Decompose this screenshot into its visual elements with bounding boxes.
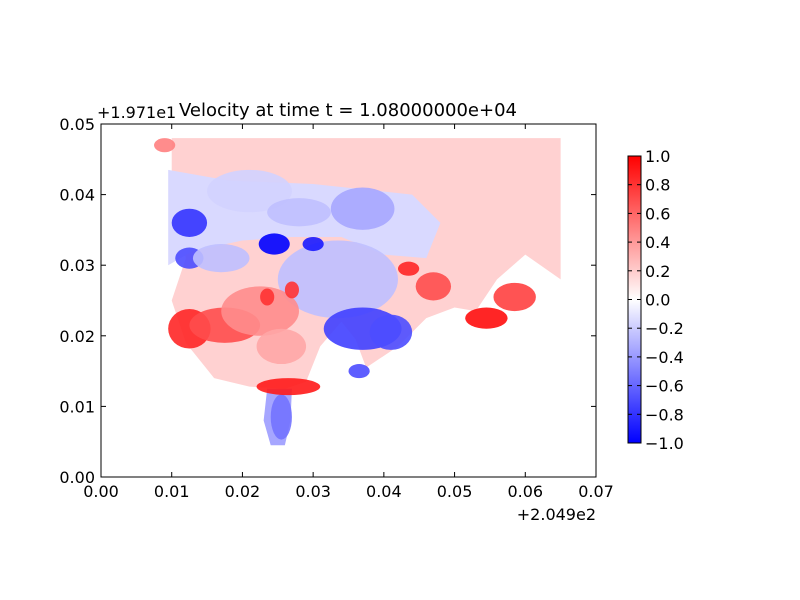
field-blob bbox=[260, 288, 275, 306]
field-blob bbox=[277, 240, 398, 319]
colorbar-tick-label: 0.0 bbox=[645, 291, 670, 310]
field-blob bbox=[493, 282, 536, 312]
y-tick-label: 0.00 bbox=[59, 468, 95, 487]
field-blob bbox=[256, 328, 307, 365]
x-tick-label: 0.02 bbox=[225, 482, 261, 501]
y-offset-label: +1.971e1 bbox=[97, 103, 176, 122]
colorbar-tick-label: −1.0 bbox=[645, 434, 684, 453]
x-tick-label: 0.03 bbox=[295, 482, 331, 501]
y-tick-label: 0.02 bbox=[59, 327, 95, 346]
field-blob bbox=[258, 233, 290, 255]
field-blob bbox=[270, 394, 292, 440]
colorbar-tick-label: 0.2 bbox=[645, 262, 670, 281]
colorbar-tick-label: 0.8 bbox=[645, 176, 670, 195]
field-blob bbox=[398, 261, 420, 276]
colorbar-tick-label: 0.6 bbox=[645, 204, 670, 223]
colorbar-tick-label: 0.4 bbox=[645, 233, 670, 252]
colorbar-tick-label: −0.4 bbox=[645, 348, 684, 367]
colorbar-tick-label: −0.8 bbox=[645, 405, 684, 424]
colorbar-tick-label: −0.2 bbox=[645, 319, 684, 338]
field-blob bbox=[465, 307, 508, 329]
colorbar-tick-label: −0.6 bbox=[645, 377, 684, 396]
field-blob bbox=[221, 286, 299, 336]
colorbar-tick-label: 1.0 bbox=[645, 147, 670, 166]
y-tick-label: 0.01 bbox=[59, 397, 95, 416]
y-tick-label: 0.03 bbox=[59, 256, 95, 275]
y-tick-label: 0.05 bbox=[59, 115, 95, 134]
field-blob bbox=[192, 244, 250, 273]
x-tick-label: 0.07 bbox=[578, 482, 614, 501]
field-blob bbox=[302, 236, 324, 252]
colorbar-ticks: 1.0 0.8 0.6 0.4 0.2 0.0 −0.2 −0.4 −0.6 −0.8 −1.0 bbox=[628, 147, 684, 453]
y-tick-label: 0.04 bbox=[59, 186, 95, 205]
field-blob bbox=[348, 364, 370, 379]
field-blob bbox=[284, 281, 299, 299]
field-blob bbox=[415, 272, 452, 301]
field-blob bbox=[256, 378, 321, 396]
field-blob bbox=[267, 198, 331, 227]
field-blob bbox=[154, 138, 176, 153]
chart-title: Velocity at time t = 1.08000000e+04 bbox=[179, 100, 517, 121]
x-axis: 0.00 0.01 0.02 0.03 0.04 0.05 0.06 0.07 bbox=[83, 124, 614, 501]
y-axis: 0.00 0.01 0.02 0.03 0.04 0.05 bbox=[59, 115, 596, 487]
field-blob bbox=[171, 208, 208, 237]
field-blob bbox=[330, 187, 395, 230]
field-blob bbox=[207, 169, 292, 213]
plot-frame bbox=[100, 123, 597, 478]
x-tick-label: 0.06 bbox=[507, 482, 543, 501]
field-blob bbox=[369, 314, 413, 350]
velocity-field bbox=[154, 138, 561, 446]
plot-area: 0.00 0.01 0.02 0.03 0.04 0.05 0.06 0.07 0.000.0… bbox=[59, 103, 613, 524]
x-tick-label: 0.05 bbox=[437, 482, 473, 501]
x-tick-label: 0.01 bbox=[154, 482, 190, 501]
x-offset-label: +2.049e2 bbox=[517, 505, 596, 524]
colorbar: 1.0 0.8 0.6 0.4 0.2 0.0 −0.2 −0.4 −0.6 −0.8 −1.0 bbox=[627, 147, 684, 453]
x-tick-label: 0.04 bbox=[366, 482, 402, 501]
x-tick-label: 0.00 bbox=[83, 482, 119, 501]
